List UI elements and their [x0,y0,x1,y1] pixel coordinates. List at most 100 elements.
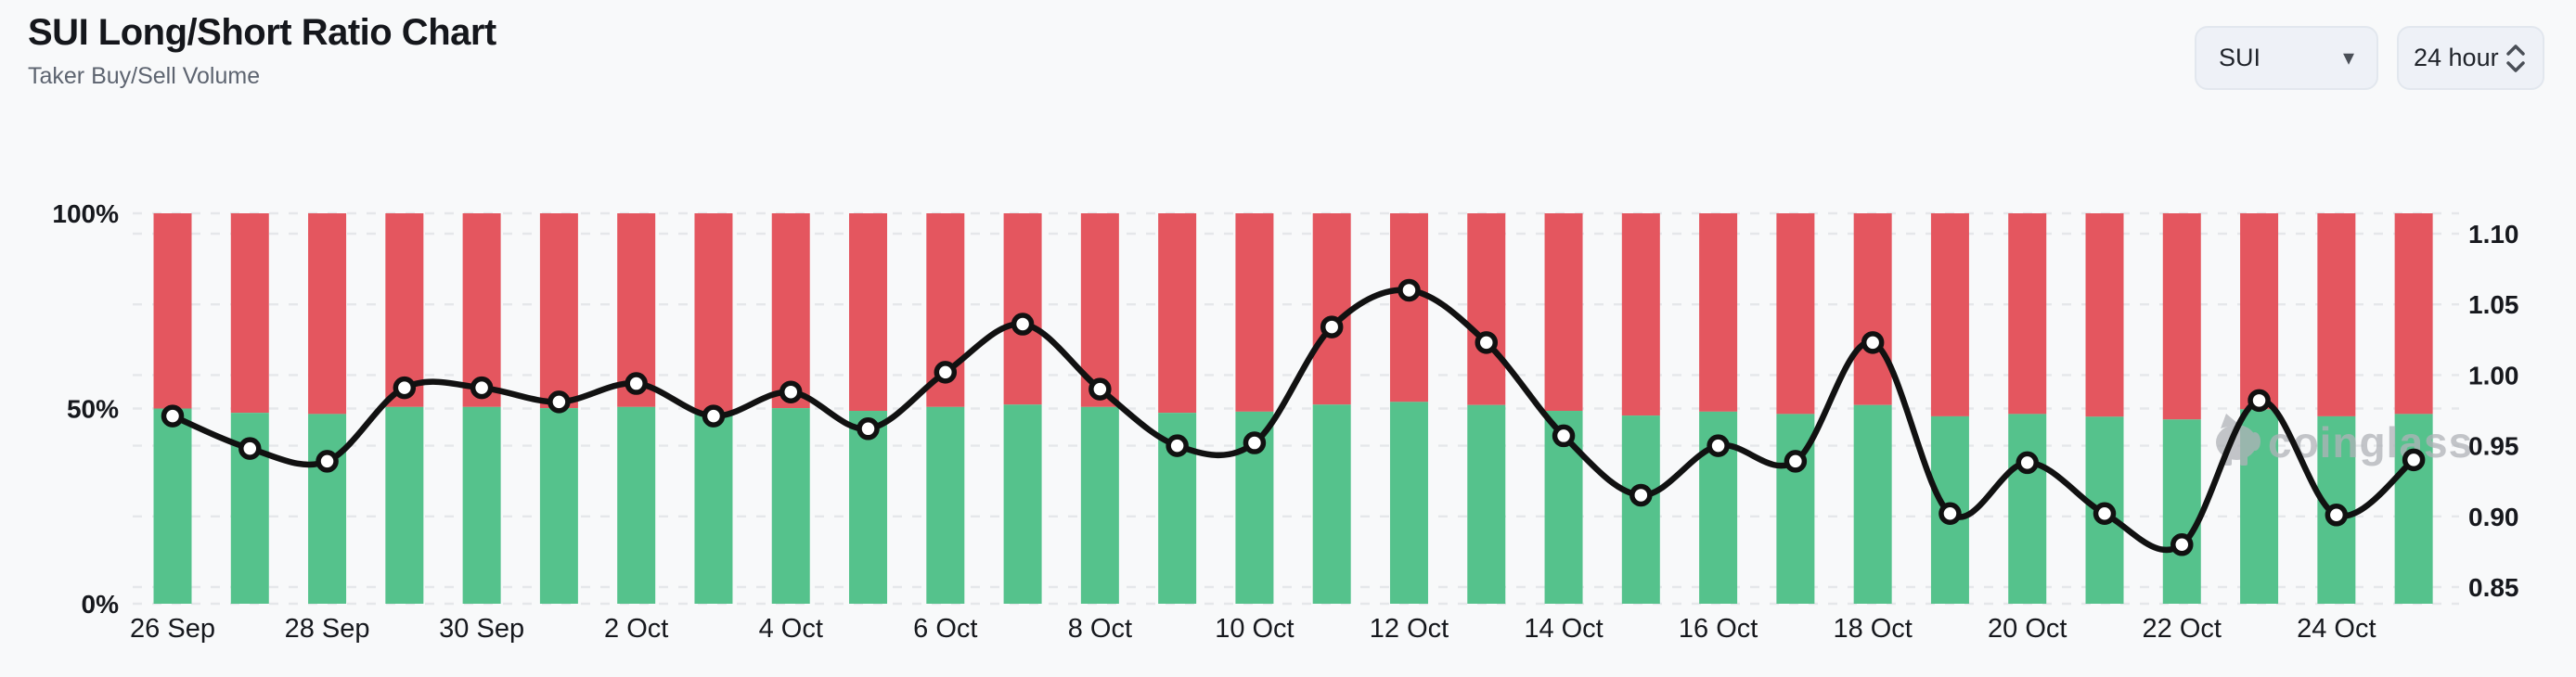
ratio-marker [1707,434,1730,457]
short-bar-segment [308,213,347,415]
long-bar-segment [771,408,810,604]
ratio-marker [1938,502,1962,526]
x-axis-label: 22 Oct [2143,614,2222,644]
ratio-marker [2248,389,2271,413]
long-bar-segment [1467,404,1506,604]
ratio-marker [779,380,803,403]
x-axis-label: 24 Oct [2297,614,2376,644]
short-bar-segment [385,213,424,407]
long-bar-segment [462,406,501,604]
right-axis-label: 0.90 [2468,503,2519,531]
ratio-marker [1166,434,1189,457]
short-bar-segment [1544,213,1583,412]
right-axis-label: 1.10 [2468,220,2519,249]
short-bar-segment [2085,213,2124,417]
ratio-marker [1320,315,1344,338]
x-axis-label: 8 Oct [1068,614,1132,644]
x-axis-label: 2 Oct [604,614,668,644]
short-bar-segment [1389,213,1428,402]
long-bar-segment [1312,404,1351,604]
long-bar-segment [926,406,965,604]
short-bar-segment [539,213,578,409]
ratio-marker [702,404,726,428]
ratio-line [169,287,2417,554]
x-axis-label: 6 Oct [913,614,977,644]
right-axis-label: 1.00 [2468,361,2519,390]
ratio-marker [1861,331,1885,354]
short-bar-segment [1776,213,1815,415]
x-axis-label: 14 Oct [1524,614,1603,644]
short-bar-segment [1467,213,1506,405]
short-bar-segment [153,213,192,409]
short-bar-segment [1621,213,1660,416]
page-title: SUI Long/Short Ratio Chart [28,12,496,53]
short-bar-segment [2317,213,2356,416]
long-bar-segment [1621,415,1660,604]
ratio-marker [161,404,185,428]
chevron-down-icon: ▾ [2342,45,2354,70]
x-axis-label: 20 Oct [1988,614,2067,644]
x-axis-label: 16 Oct [1679,614,1758,644]
short-bar-segment [2162,213,2201,420]
long-bar-segment [2008,414,2047,604]
ratio-marker [1784,450,1808,473]
ratio-marker [625,372,648,395]
x-axis-label: 26 Sep [130,614,215,644]
short-bar-segment [2008,213,2047,415]
short-bar-segment [771,213,810,409]
symbol-select[interactable]: SUI ▾ [2195,26,2378,90]
long-bar-segment [539,408,578,604]
short-bar-segment [2240,213,2279,410]
long-bar-segment [2162,419,2201,604]
short-bar-segment [1930,213,1969,416]
short-bar-segment [849,213,888,412]
x-axis-label: 28 Sep [285,614,370,644]
ratio-marker [2402,448,2426,472]
ratio-marker [470,376,494,400]
chevron-up-down-icon [2504,42,2528,75]
ratio-marker [1552,424,1576,448]
ratio-marker [1475,331,1499,354]
short-bar-segment [1699,213,1738,412]
ratio-marker [316,450,339,473]
ratio-marker [547,390,571,414]
interval-select[interactable]: 24 hour [2397,26,2544,90]
ratio-marker [1011,313,1035,336]
ratio-marker [1088,377,1112,401]
short-bar-segment [2394,213,2433,415]
ratio-marker [393,376,417,400]
short-bar-segment [1235,213,1274,412]
right-axis-label: 1.05 [2468,290,2519,319]
ratio-marker [1629,483,1653,507]
ratio-marker [2016,451,2039,475]
ratio-marker [1397,278,1421,302]
left-axis-label: 100% [52,199,119,228]
ratio-marker [1243,431,1267,454]
short-bar-segment [230,213,269,414]
long-bar-segment [385,406,424,604]
short-bar-segment [1312,213,1351,405]
right-axis-label: 0.95 [2468,432,2519,461]
long-bar-segment [1389,402,1428,604]
x-axis-label: 10 Oct [1215,614,1294,644]
x-axis-label: 18 Oct [1833,614,1912,644]
x-axis-label: 30 Sep [439,614,524,644]
chart-header: SUI Long/Short Ratio Chart Taker Buy/Sel… [28,11,496,90]
long-bar-segment [1853,404,1892,604]
short-bar-segment [1003,213,1042,405]
ratio-marker [238,437,262,460]
ratio-marker [2325,504,2349,527]
interval-select-value: 24 hour [2414,44,2499,71]
long-bar-segment [2394,414,2433,604]
short-bar-segment [694,213,733,412]
axis-labels: 100% 50% 0% 1.10 1.05 1.00 0.95 0.90 0.85 26 Sep 2… [52,199,2518,644]
left-axis-label: 0% [82,590,120,619]
long-bar-segment [308,414,347,604]
x-axis-label: 12 Oct [1370,614,1449,644]
long-bar-segment [1080,406,1119,604]
chart-subtitle: Taker Buy/Sell Volume [28,63,261,89]
right-axis-label: 0.85 [2468,573,2519,602]
long-bar-segment [849,411,888,604]
